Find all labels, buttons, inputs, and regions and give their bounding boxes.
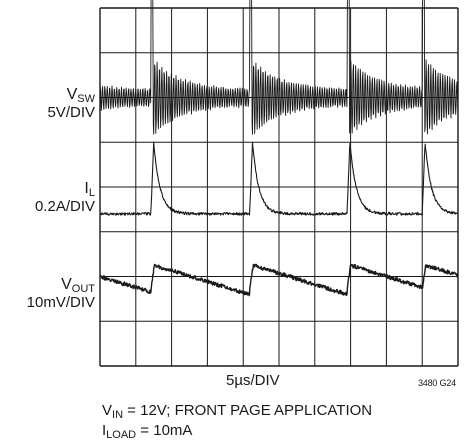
vsw-label: VSW 5V/DIV xyxy=(47,86,95,121)
il-scale: 0.2A/DIV xyxy=(34,198,95,215)
il-label: IL 0.2A/DIV xyxy=(34,180,95,215)
vout-trace xyxy=(99,263,459,297)
vsw-scale: 5V/DIV xyxy=(47,104,95,121)
vsw-trace xyxy=(99,0,459,135)
timebase-label: 5µs/DIV xyxy=(226,372,280,389)
condition-vin: VIN = 12V; FRONT PAGE APPLICATION xyxy=(102,402,373,421)
condition-iload: ILOAD = 10mA xyxy=(102,422,193,441)
vout-label: VOUT 10mV/DIV xyxy=(26,276,95,311)
scope-grid xyxy=(99,7,459,367)
scope-traces xyxy=(99,0,459,297)
il-trace xyxy=(99,141,459,216)
vout-scale: 10mV/DIV xyxy=(26,294,95,311)
figure-id: 3480 G24 xyxy=(418,378,456,388)
